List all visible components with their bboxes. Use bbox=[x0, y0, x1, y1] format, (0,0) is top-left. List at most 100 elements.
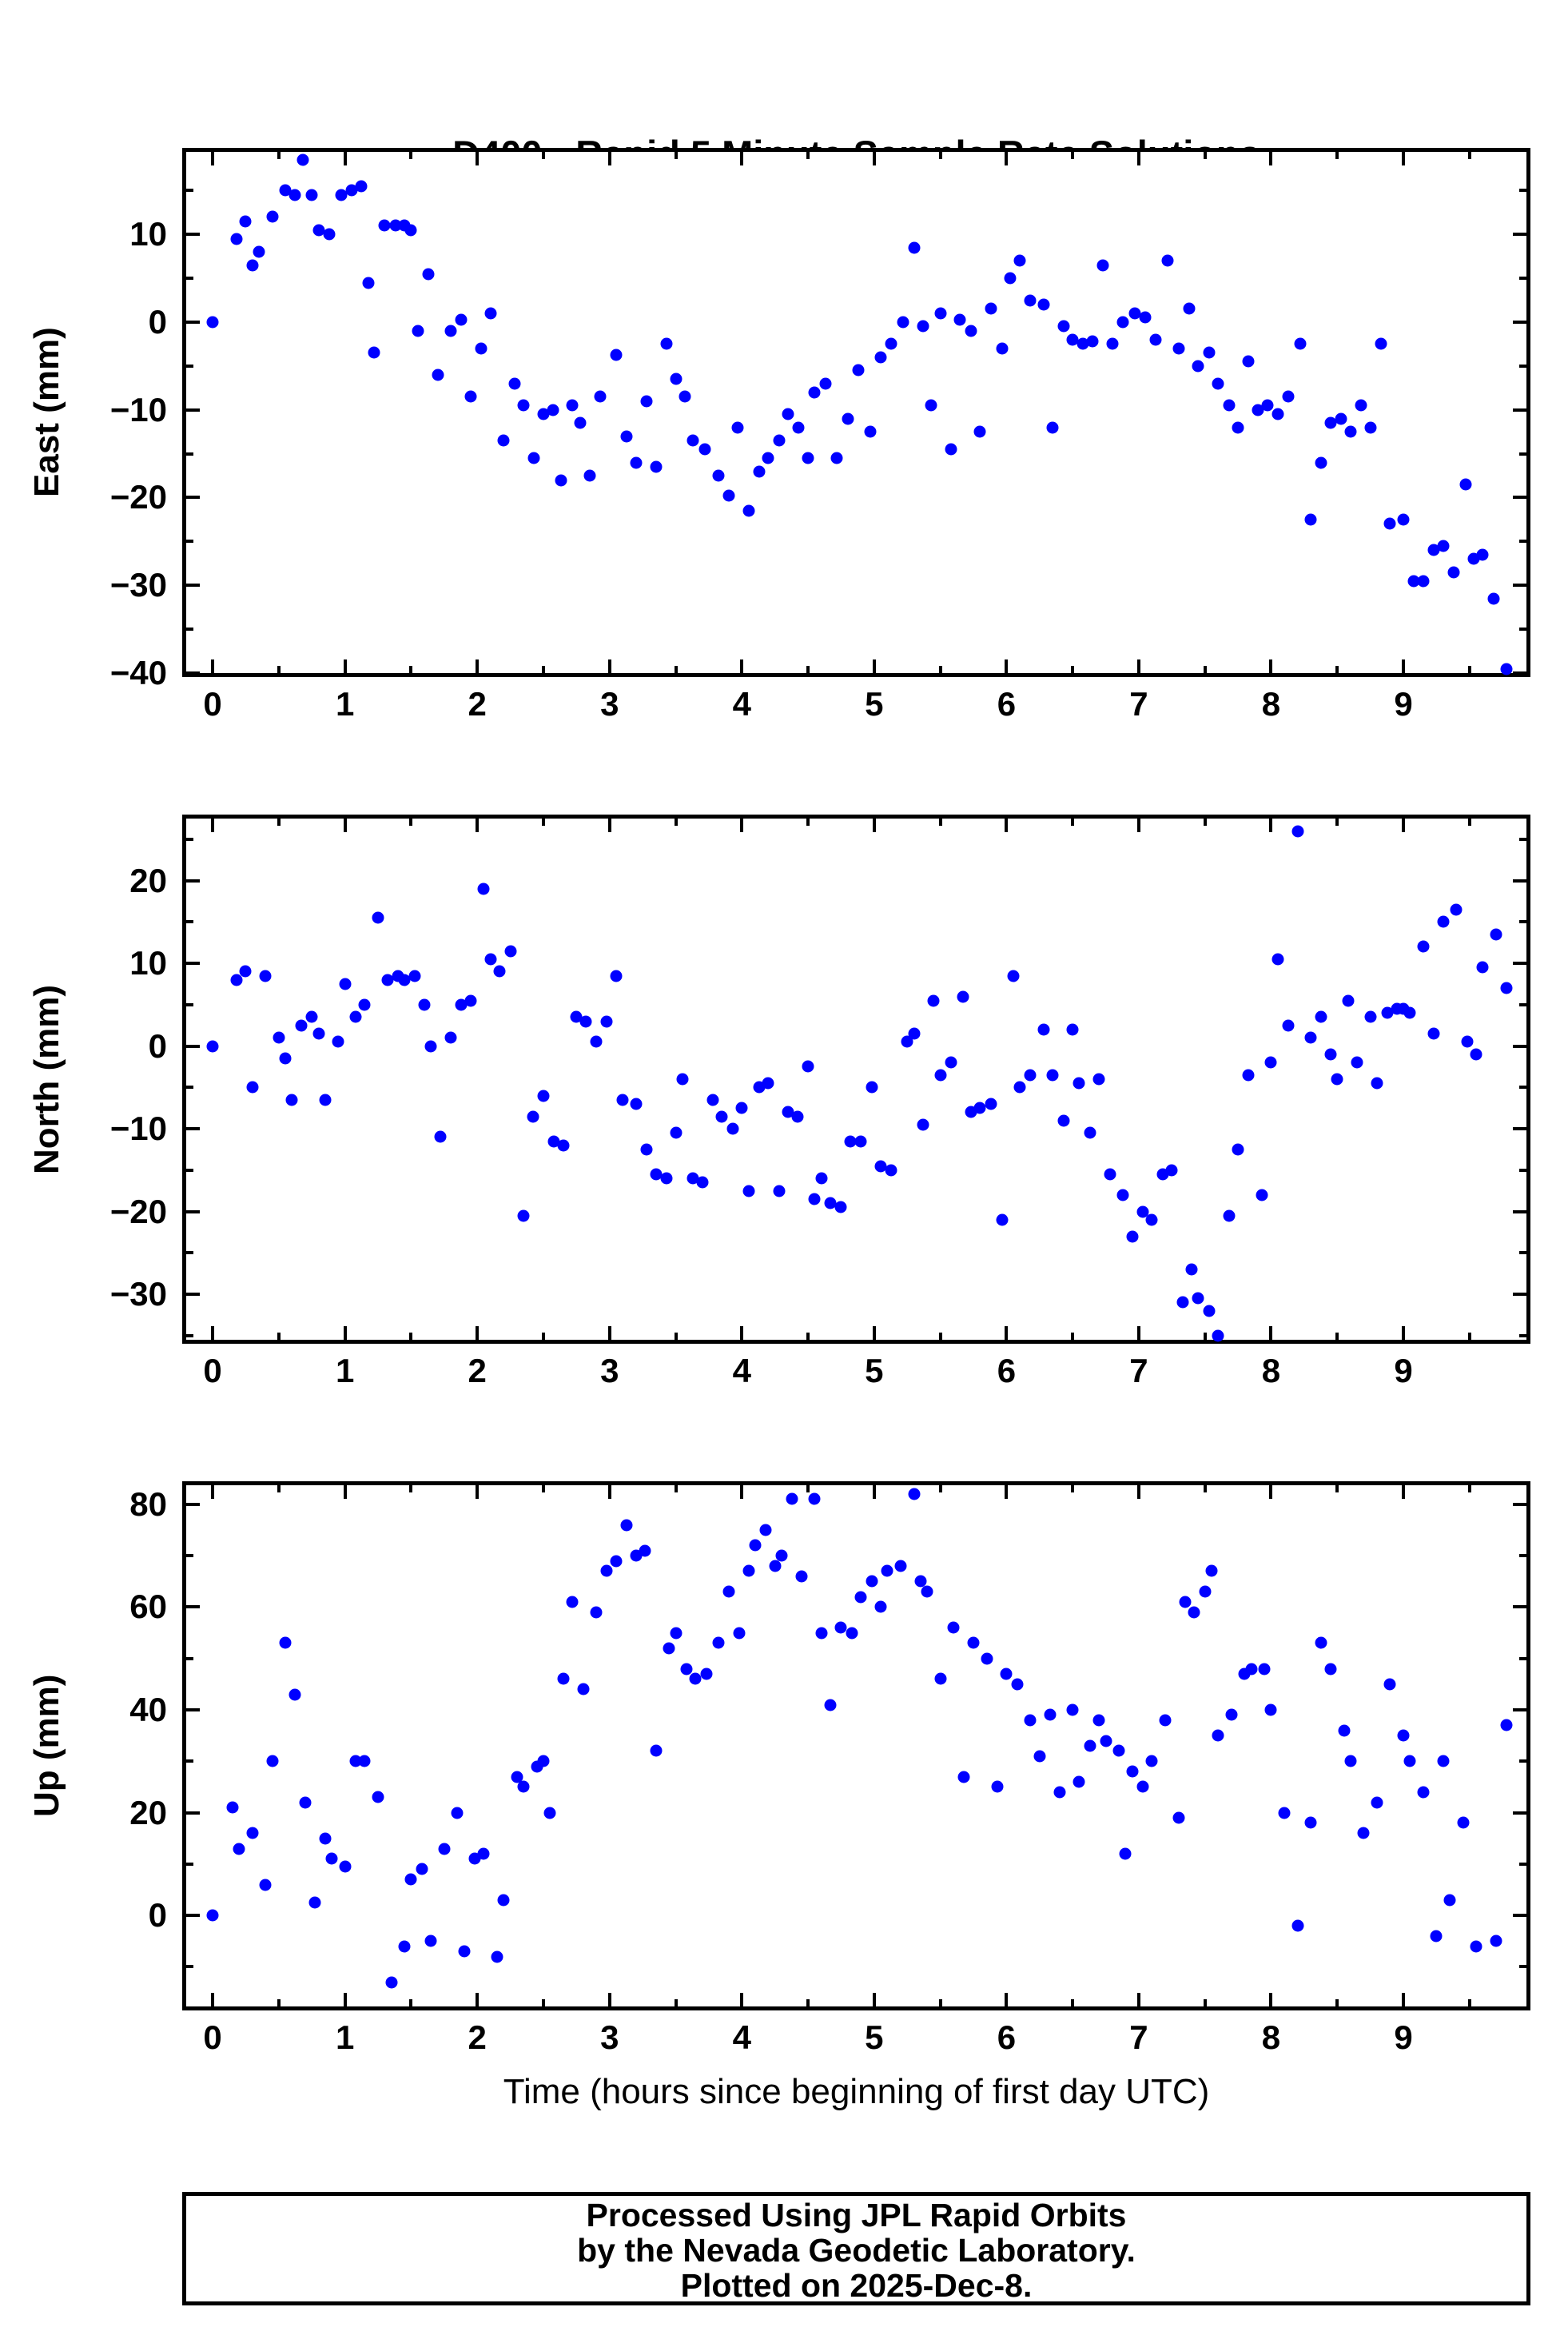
data-point bbox=[1291, 825, 1304, 838]
data-point bbox=[493, 965, 506, 978]
y-minor-tick bbox=[1519, 1168, 1526, 1172]
y-minor-tick bbox=[1519, 1333, 1526, 1337]
y-minor-tick bbox=[1519, 1965, 1526, 1969]
x-tick bbox=[1005, 1993, 1009, 2006]
data-point bbox=[432, 369, 444, 381]
x-tick bbox=[607, 819, 611, 832]
y-tick bbox=[1513, 1605, 1526, 1609]
data-point bbox=[1490, 928, 1502, 941]
x-tick bbox=[1005, 659, 1009, 673]
data-point bbox=[305, 1010, 318, 1023]
x-tick-label: 7 bbox=[1129, 1352, 1148, 1389]
data-point bbox=[620, 430, 633, 443]
data-point bbox=[1264, 1703, 1277, 1716]
y-tick-label: −30 bbox=[109, 1275, 167, 1313]
footer-line1: Processed Using JPL Rapid Orbits bbox=[586, 2197, 1127, 2233]
data-point bbox=[1461, 1035, 1473, 1048]
y-tick bbox=[1513, 1914, 1526, 1918]
data-point bbox=[965, 1106, 977, 1118]
data-point bbox=[715, 1110, 728, 1123]
data-point bbox=[1437, 1755, 1450, 1767]
x-tick bbox=[211, 152, 215, 165]
y-minor-tick bbox=[186, 1251, 193, 1255]
data-point bbox=[1013, 254, 1026, 267]
data-point bbox=[1084, 1739, 1096, 1752]
y-tick-label: 10 bbox=[129, 215, 167, 253]
data-point bbox=[206, 316, 219, 329]
data-point bbox=[372, 1791, 384, 1803]
data-point bbox=[398, 974, 411, 986]
x-minor-tick bbox=[806, 152, 810, 159]
data-point bbox=[670, 1627, 683, 1640]
data-point bbox=[722, 1585, 735, 1598]
x-minor-tick bbox=[674, 1333, 678, 1340]
x-tick bbox=[476, 1993, 480, 2006]
y-tick-label: −10 bbox=[109, 1110, 167, 1148]
data-point bbox=[253, 245, 265, 258]
y-tick-label: −20 bbox=[109, 478, 167, 516]
y-tick bbox=[1513, 1293, 1526, 1297]
x-tick-label: 7 bbox=[1129, 685, 1148, 723]
data-point bbox=[1046, 1069, 1059, 1082]
data-point bbox=[1066, 333, 1079, 346]
x-tick bbox=[740, 1326, 744, 1340]
y-minor-tick bbox=[186, 277, 193, 281]
y-axis-label-up: Up (mm) bbox=[27, 1674, 66, 1818]
x-minor-tick bbox=[409, 666, 413, 673]
data-point bbox=[1500, 982, 1513, 994]
y-tick bbox=[1513, 879, 1526, 883]
data-point bbox=[1212, 1729, 1224, 1742]
data-point bbox=[230, 974, 243, 986]
data-point bbox=[355, 180, 368, 193]
data-point bbox=[1033, 1750, 1046, 1763]
x-tick-label: 8 bbox=[1261, 2018, 1281, 2056]
y-tick bbox=[1513, 1811, 1526, 1815]
x-tick bbox=[1269, 1326, 1273, 1340]
data-point bbox=[947, 1621, 960, 1634]
data-point bbox=[808, 1193, 821, 1205]
data-point bbox=[1232, 421, 1244, 434]
data-point bbox=[1487, 592, 1500, 605]
data-point bbox=[1104, 1168, 1116, 1181]
data-point bbox=[381, 974, 394, 986]
x-minor-tick bbox=[277, 1999, 281, 2006]
x-tick bbox=[607, 1993, 611, 2006]
data-point bbox=[1106, 337, 1119, 350]
x-tick-label: 3 bbox=[600, 2018, 619, 2056]
data-point bbox=[1397, 513, 1410, 526]
y-axis-label-east: East (mm) bbox=[27, 327, 66, 498]
data-point bbox=[537, 1755, 550, 1767]
data-point bbox=[1272, 408, 1284, 420]
data-point bbox=[1225, 1708, 1238, 1721]
y-tick-label: −40 bbox=[109, 654, 167, 691]
data-point bbox=[945, 1056, 957, 1069]
data-point bbox=[434, 1130, 447, 1143]
x-tick bbox=[1269, 1485, 1273, 1499]
y-minor-tick bbox=[1519, 540, 1526, 544]
data-point bbox=[230, 233, 243, 245]
x-minor-tick bbox=[674, 1999, 678, 2006]
x-tick bbox=[343, 659, 347, 673]
x-tick-label: 2 bbox=[468, 685, 487, 723]
data-point bbox=[358, 998, 371, 1011]
x-tick-label: 5 bbox=[865, 2018, 884, 2056]
data-point bbox=[1242, 1069, 1255, 1082]
data-point bbox=[1176, 1296, 1189, 1309]
data-point bbox=[733, 1627, 746, 1640]
data-point bbox=[266, 210, 279, 223]
data-point bbox=[1139, 311, 1152, 324]
data-point bbox=[1324, 1048, 1337, 1061]
x-minor-tick bbox=[806, 819, 810, 826]
data-point bbox=[686, 1172, 699, 1185]
x-tick bbox=[476, 659, 480, 673]
y-minor-tick bbox=[186, 452, 193, 456]
data-point bbox=[1364, 421, 1377, 434]
footer-box: Processed Using JPL Rapid Orbits by the … bbox=[182, 2192, 1530, 2305]
data-point bbox=[1037, 298, 1050, 311]
y-tick bbox=[186, 1811, 200, 1815]
data-point bbox=[574, 416, 587, 429]
data-point bbox=[1261, 399, 1274, 412]
data-point bbox=[339, 978, 352, 990]
data-point bbox=[630, 1549, 643, 1562]
data-point bbox=[305, 189, 318, 201]
